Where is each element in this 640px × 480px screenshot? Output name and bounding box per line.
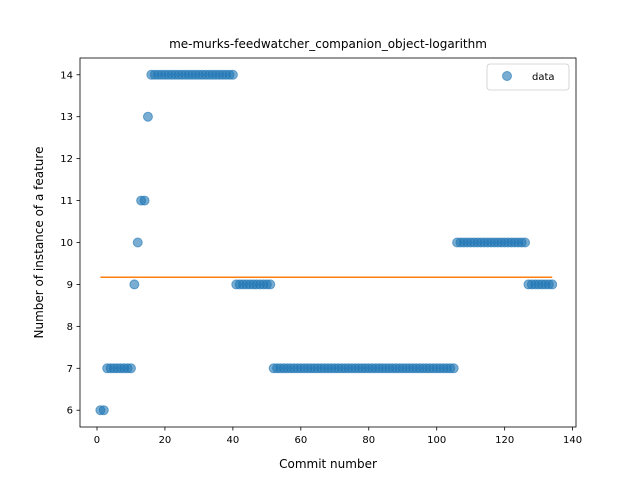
- x-tick-label: 140: [563, 435, 582, 446]
- x-axis-label: Commit number: [279, 457, 377, 471]
- y-tick-label: 7: [67, 364, 73, 375]
- data-point: [98, 405, 109, 416]
- x-tick-label: 120: [495, 435, 514, 446]
- y-axis-label: Number of instance of a feature: [32, 147, 46, 339]
- x-tick-label: 20: [159, 435, 172, 446]
- legend-box: [486, 63, 570, 91]
- plot-area: [95, 69, 558, 416]
- data-point: [125, 363, 136, 374]
- legend-label-data: data: [532, 72, 555, 83]
- data-point: [132, 237, 143, 248]
- x-axis-ticks: 0 20 40 60 80 100 120 140: [94, 427, 582, 446]
- y-tick-label: 10: [60, 238, 73, 249]
- data-point: [227, 69, 238, 80]
- legend: data: [486, 63, 570, 91]
- y-tick-label: 14: [60, 70, 73, 81]
- x-tick-label: 0: [94, 435, 100, 446]
- data-point: [520, 237, 531, 248]
- data-point: [129, 279, 140, 290]
- y-tick-label: 8: [67, 322, 73, 333]
- data-point: [547, 279, 558, 290]
- legend-marker-data: [502, 71, 512, 81]
- chart-title: me-murks-feedwatcher_companion_object-lo…: [169, 37, 487, 51]
- data-point: [448, 363, 459, 374]
- data-point: [265, 279, 276, 290]
- x-tick-label: 60: [294, 435, 307, 446]
- data-point: [139, 195, 150, 206]
- y-tick-label: 11: [60, 196, 73, 207]
- series-points-layer: [95, 69, 558, 416]
- y-tick-label: 6: [67, 406, 73, 417]
- x-tick-label: 80: [362, 435, 375, 446]
- data-point: [142, 111, 153, 122]
- x-tick-label: 100: [427, 435, 446, 446]
- y-tick-label: 12: [60, 154, 73, 165]
- y-axis-ticks: 6 7 8 9 10 11 12 13 14: [60, 70, 80, 417]
- y-tick-label: 13: [60, 112, 73, 123]
- y-tick-label: 9: [67, 280, 73, 291]
- x-tick-label: 40: [227, 435, 240, 446]
